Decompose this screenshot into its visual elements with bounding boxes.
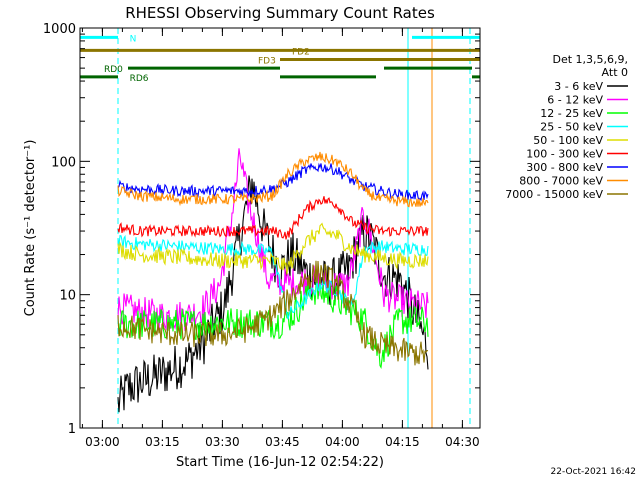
series-300-800-kev	[117, 162, 429, 202]
state-bars: N FD2 FD3 RD0 RD6	[80, 34, 480, 84]
legend-header-line: Att 0	[602, 66, 628, 79]
state-label-fd2: FD2	[292, 47, 310, 57]
series-3-6-kev	[117, 175, 429, 413]
footer-date: 22-Oct-2021 16:42	[551, 467, 636, 477]
legend-label-300-800-kev: 300 - 800 keV	[526, 161, 603, 174]
chart-title: RHESSI Observing Summary Count Rates	[125, 4, 435, 22]
legend-label-7000-15000-kev: 7000 - 15000 keV	[505, 188, 603, 201]
legend-label-6-12-kev: 6 - 12 keV	[547, 94, 603, 107]
x-tick-label: 03:15	[145, 435, 180, 449]
x-tick-label: 03:30	[205, 435, 240, 449]
legend-label-100-300-kev: 100 - 300 keV	[526, 148, 603, 161]
legend-label-800-7000-kev: 800 - 7000 keV	[519, 175, 603, 188]
y-tick-label: 1000	[43, 22, 76, 37]
legend-label-3-6-kev: 3 - 6 keV	[554, 80, 603, 93]
x-axis-label: Start Time (16-Jun-12 02:54:22)	[176, 455, 384, 470]
axes: 03:00 03:15 03:30 03:45 04:00 04:15 04:30 1 10 10…	[43, 22, 480, 449]
y-tick-label: 1	[68, 422, 76, 437]
legend-label-12-25-kev: 12 - 25 keV	[540, 107, 603, 120]
series-group	[117, 148, 429, 413]
x-tick-label: 03:45	[265, 435, 300, 449]
marker-lines	[117, 28, 471, 428]
x-tick-label: 04:30	[445, 435, 480, 449]
y-axis-label: Count Rate (s⁻¹ detector⁻¹)	[23, 140, 38, 317]
series-12-25-kev	[117, 276, 429, 369]
series-800-7000-kev	[117, 151, 429, 208]
state-label-n: N	[130, 34, 137, 44]
series-50-100-kev	[117, 222, 429, 275]
series-25-50-kev	[117, 234, 429, 320]
y-tick-label: 10	[59, 289, 76, 304]
legend-label-50-100-kev: 50 - 100 keV	[533, 134, 603, 147]
legend-label-25-50-kev: 25 - 50 keV	[540, 121, 603, 134]
x-tick-label: 04:15	[385, 435, 420, 449]
x-tick-label: 04:00	[325, 435, 360, 449]
state-label-rd6: RD6	[130, 74, 149, 84]
plot-frame	[79, 27, 481, 429]
x-tick-label: 03:00	[85, 435, 120, 449]
series-100-300-kev	[117, 196, 429, 240]
y-tick-label: 100	[51, 155, 76, 170]
state-label-fd3: FD3	[258, 57, 276, 67]
legend-header-line: Det 1,3,5,6,9,	[552, 53, 628, 66]
state-label-rd0: RD0	[104, 65, 123, 75]
series-7000-15000-kev	[117, 260, 429, 366]
